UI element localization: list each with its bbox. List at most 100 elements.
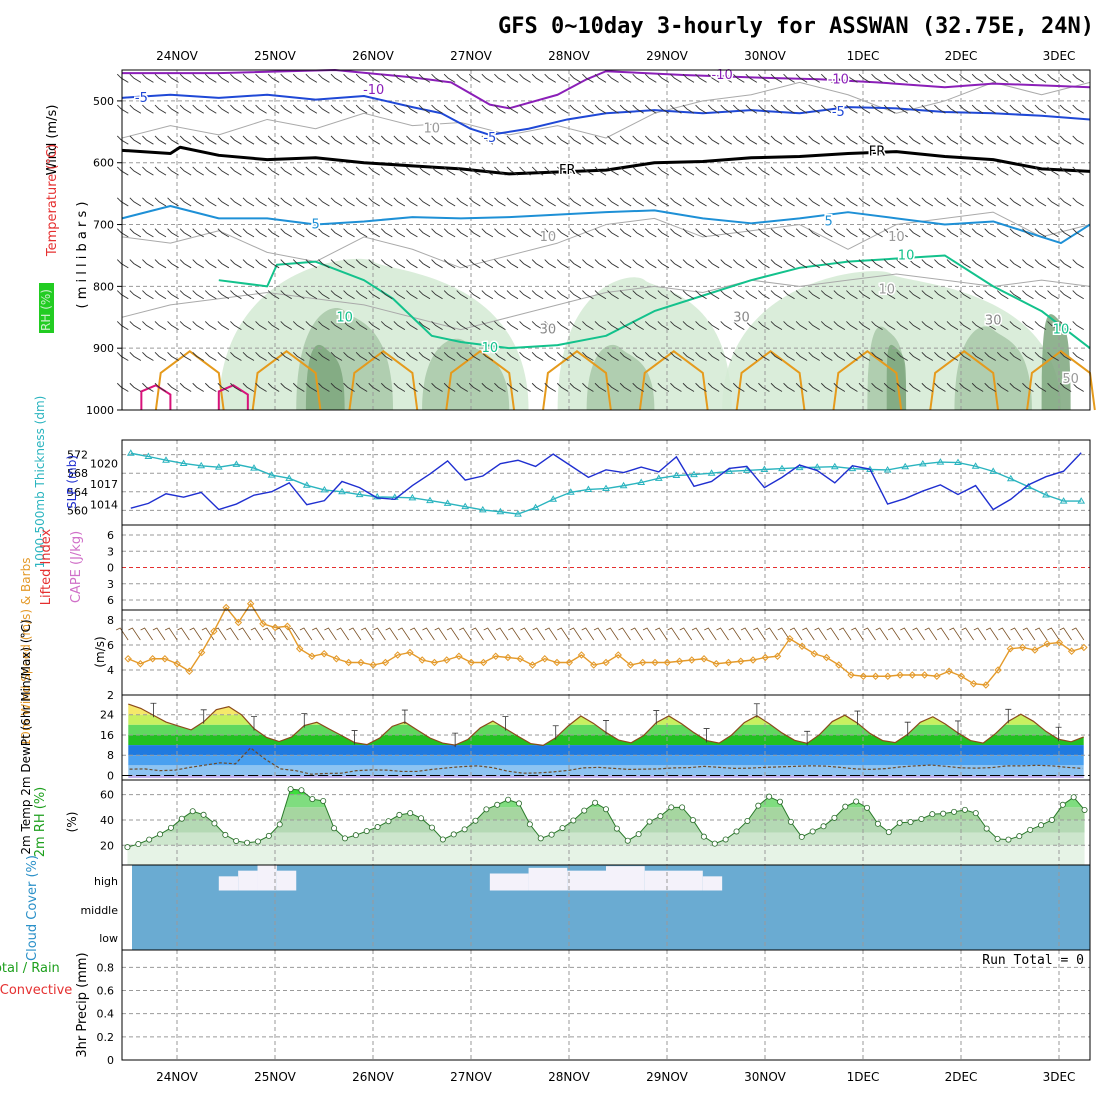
wind-barb (318, 321, 330, 331)
wind-barb (355, 382, 368, 392)
wind-barb (582, 104, 594, 114)
wind10m-line-marker (185, 667, 194, 675)
wind10m-tick-label: 6 (107, 639, 114, 652)
wind-barb (519, 290, 531, 300)
wind-barb (632, 259, 644, 269)
wind-barb (217, 228, 230, 238)
wind-barb (971, 73, 984, 83)
wind-barb (1072, 135, 1084, 145)
wind-barb (871, 73, 883, 83)
wind-barb (808, 197, 820, 207)
wind-barb (343, 197, 355, 207)
wind-barb (380, 352, 393, 361)
wind-barb (267, 166, 280, 176)
wind-barb (908, 321, 921, 331)
wind-barb (632, 104, 644, 114)
wind-barb (368, 166, 380, 176)
wind-barb (670, 135, 682, 145)
wind-barb (896, 166, 908, 176)
slp-ticks: 572 568 564 560 1020 1017 1014 (67, 449, 118, 518)
wind-barb (695, 104, 707, 114)
wind-barb (380, 321, 393, 331)
wind-barb (192, 228, 204, 238)
wind-barb (644, 73, 657, 83)
wind-barb (154, 104, 167, 114)
wind-barb (858, 135, 871, 145)
cloud-tick-label: middle (80, 904, 118, 917)
wind10m-barb (642, 627, 656, 641)
wind-barb (946, 321, 959, 331)
wind-barb (657, 197, 670, 207)
rh2m-line-marker (418, 815, 425, 822)
rh2m-line-marker (885, 829, 892, 836)
wind-barb (707, 290, 720, 300)
wind-barb (355, 290, 368, 300)
rh2m-line-marker (668, 804, 675, 811)
wind10m-line-marker (933, 672, 941, 680)
rh2m-line-marker (1059, 801, 1066, 808)
wind-barb (393, 228, 406, 238)
wind10m-barb (691, 627, 705, 641)
wind-barb (871, 321, 883, 331)
thickness-line-marker (1006, 474, 1015, 482)
wind-barb (292, 352, 305, 361)
wind10m-line-marker (822, 653, 831, 662)
wind-barb (230, 73, 242, 83)
wind-barb (858, 73, 871, 83)
wind-barb (456, 197, 468, 207)
wind-barb (343, 135, 355, 145)
wind-barb (1059, 321, 1072, 331)
rh2m-line-marker (853, 798, 860, 805)
cloud-tick-label: high (94, 875, 118, 888)
wind-barb (732, 321, 745, 331)
wind-barb (179, 290, 192, 300)
wind-barb (846, 135, 858, 145)
wind-barb (468, 321, 481, 331)
rh2m-grid (122, 780, 1090, 865)
wind10m-line-marker (786, 635, 794, 643)
wind-barb (644, 382, 657, 392)
wind-barb (1047, 73, 1059, 83)
wind10m-barb (336, 627, 350, 641)
wind10m-line (127, 602, 1085, 686)
wind-barb (971, 135, 984, 145)
wind-barb (468, 228, 481, 238)
wind-barb (519, 104, 531, 114)
wind-barb (368, 290, 380, 300)
wind-barb (720, 259, 732, 269)
wind-barb (770, 228, 783, 238)
wind-barb (418, 259, 431, 269)
wind10m-line-marker (908, 671, 917, 679)
wind-barb (707, 259, 720, 269)
wind-barb (783, 290, 795, 300)
rh2m-line-marker (929, 811, 936, 818)
wind10m-barb (667, 627, 680, 641)
wind-barb (1059, 104, 1072, 114)
thickness-line-marker (672, 471, 681, 479)
thickness-line-marker (725, 467, 734, 474)
temp-band (128, 704, 1084, 715)
wind-barb (456, 290, 468, 300)
wind-barb (330, 73, 343, 83)
temp-minmax-bar (301, 713, 308, 728)
wind-barb (255, 352, 267, 361)
wind-barb (368, 135, 380, 145)
wind-barb (1022, 259, 1034, 269)
rh2m-line-marker (961, 806, 968, 813)
rh2m-line-marker (537, 835, 544, 842)
wind-barb (732, 352, 745, 361)
wind-barb (695, 228, 707, 238)
wind-barb (1034, 382, 1047, 392)
wind-barb (695, 135, 707, 145)
thickness-line-marker (443, 499, 452, 506)
wind-barb (368, 321, 380, 331)
wind10m-line-marker (565, 658, 573, 667)
wind-barb (116, 321, 129, 331)
temp-contour-15 (251, 350, 322, 411)
wind-barb (996, 228, 1009, 238)
wind-barb (846, 382, 858, 392)
wind-barb (506, 135, 519, 145)
precip-grid (122, 950, 1090, 1061)
wind-barb (129, 321, 142, 331)
wind-barb (468, 166, 481, 176)
